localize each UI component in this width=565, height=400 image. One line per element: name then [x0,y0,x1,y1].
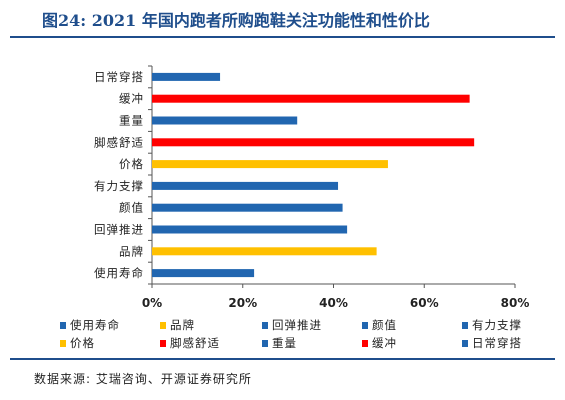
x-tick-label: 40% [319,296,348,310]
legend-label: 缓冲 [372,336,397,350]
x-tick-label: 0% [142,296,162,310]
category-label: 有力支撑 [94,179,144,193]
category-label: 颜值 [119,201,144,215]
legend-swatch [160,340,166,347]
title-bar: 图24: 2021 年国内跑者所购跑鞋关注功能性和性价比 [10,6,555,38]
x-tick-label: 60% [410,296,439,310]
category-label: 使用寿命 [94,266,144,280]
x-tick-label: 20% [228,296,257,310]
legend-swatch [362,322,368,329]
legend-label: 脚感舒适 [170,336,220,350]
bar [152,72,221,81]
legend-swatch [60,340,66,347]
source-note: 数据来源: 艾瑞咨询、开源证券研究所 [34,372,252,386]
bar [152,94,470,103]
bar [152,138,475,147]
category-label: 缓冲 [119,92,144,106]
x-tick-label: 80% [501,296,530,310]
legend-swatch [60,322,66,329]
bar [152,160,388,169]
source-divider [10,358,555,360]
bar [152,116,298,125]
bar [152,181,339,190]
legend-label: 有力支撑 [472,318,522,332]
category-label: 品牌 [119,244,144,258]
chart-title: 图24: 2021 年国内跑者所购跑鞋关注功能性和性价比 [42,11,430,30]
bar [152,247,377,256]
legend-swatch [262,340,268,347]
legend-label: 回弹推进 [272,318,322,332]
bar [152,225,348,234]
legend-swatch [160,322,166,329]
legend-swatch [462,322,468,329]
category-label: 脚感舒适 [94,135,144,149]
category-label: 重量 [119,114,144,128]
category-label: 回弹推进 [94,223,144,237]
category-label: 日常穿搭 [94,70,144,84]
legend-label: 日常穿搭 [472,336,522,350]
legend-label: 品牌 [170,318,195,332]
legend-label: 重量 [272,336,297,350]
bar [152,203,343,212]
legend-swatch [262,322,268,329]
legend-label: 颜值 [372,318,397,332]
legend-label: 使用寿命 [70,318,120,332]
category-label: 价格 [119,157,144,171]
legend-swatch [462,340,468,347]
bar [152,269,255,278]
legend-label: 价格 [70,336,95,350]
legend-swatch [362,340,368,347]
